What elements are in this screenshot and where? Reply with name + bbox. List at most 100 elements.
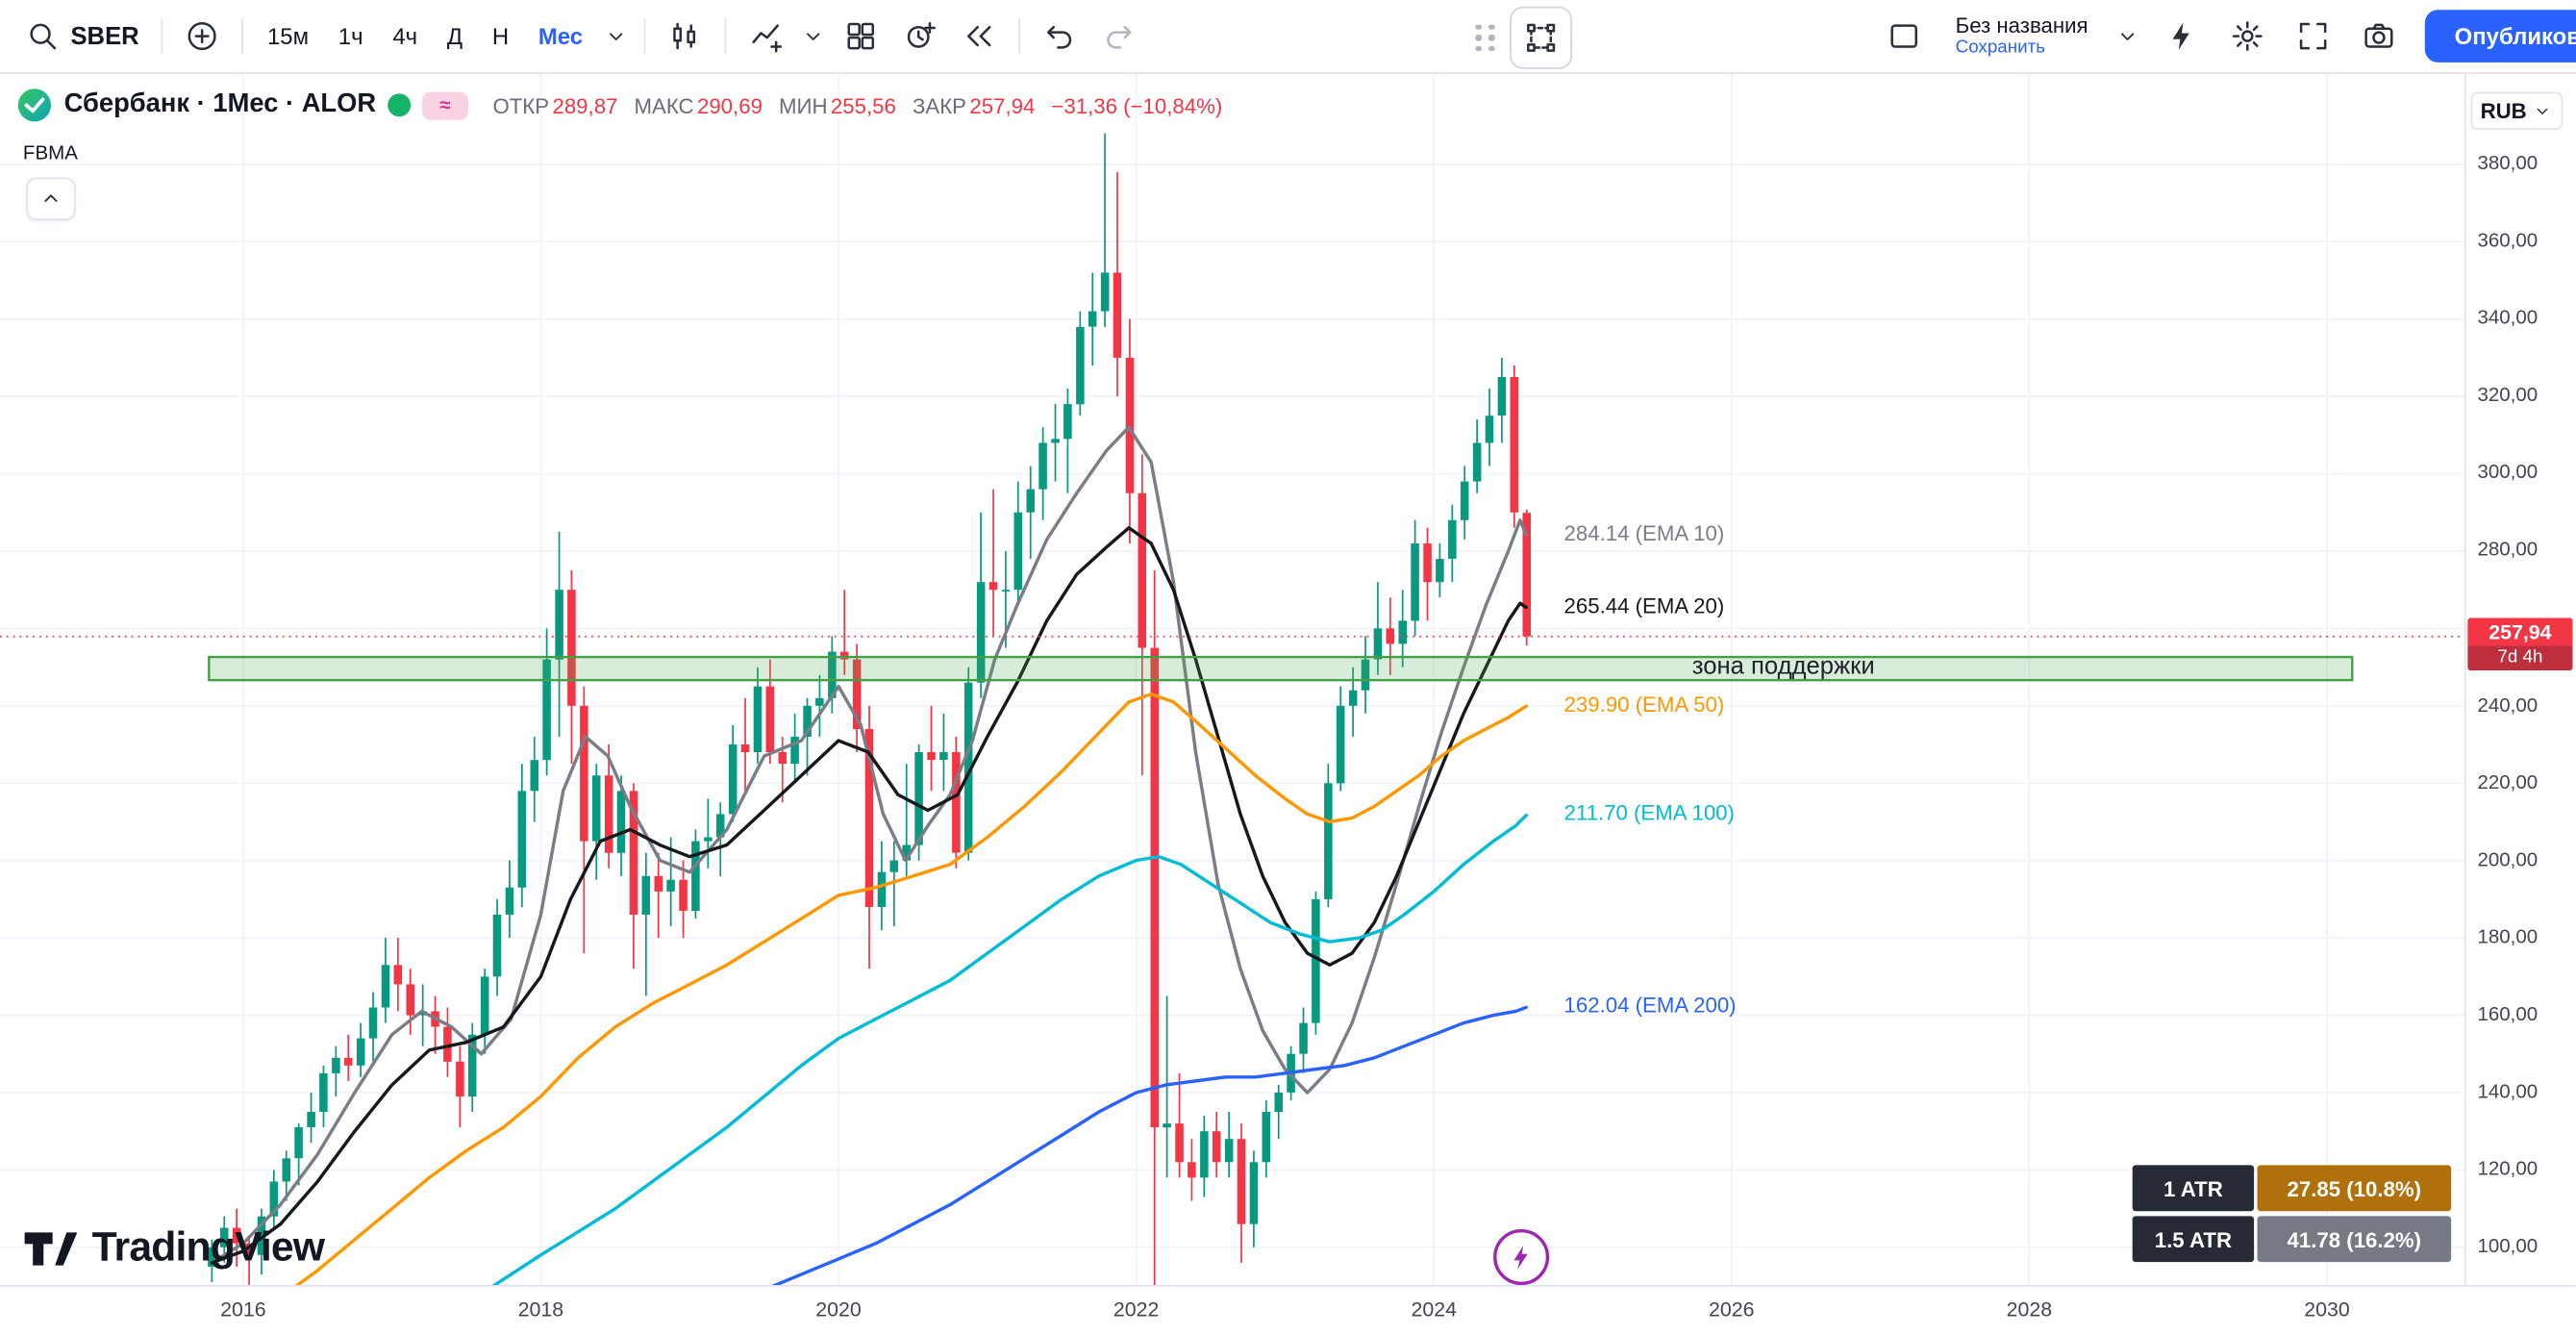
atr-row-label: 1.5 ATR: [2132, 1216, 2255, 1263]
interval-Мес[interactable]: Мес: [523, 7, 597, 66]
market-status-icon[interactable]: [388, 93, 412, 117]
selection-tool-icon: [1527, 23, 1556, 52]
price-chart[interactable]: [0, 72, 2464, 1286]
candlestick-style-icon: [672, 22, 695, 50]
layout-grid-button[interactable]: [831, 7, 890, 66]
price-tick: 360,00: [2477, 228, 2538, 252]
last-price-tag: 257,94 7d 4h: [2467, 617, 2573, 671]
chevron-down-icon: [2537, 108, 2548, 114]
price-tick: 340,00: [2477, 306, 2538, 329]
price-axis[interactable]: 380,00360,00340,00320,00300,00280,00260,…: [2463, 72, 2576, 1286]
year-tick: 2030: [2304, 1297, 2350, 1322]
price-tick: 160,00: [2477, 1001, 2538, 1025]
layout-title-button[interactable]: Без названия Сохранить: [1945, 11, 2097, 62]
interval-15м[interactable]: 15м: [253, 7, 324, 66]
ema-10-line[interactable]: [210, 425, 1528, 1265]
price-tick: 100,00: [2477, 1234, 2538, 1258]
atr-row[interactable]: 1.5 ATR 41.78 (16.2%): [2132, 1216, 2452, 1263]
price-tick: 240,00: [2477, 693, 2538, 717]
price-tick: 120,00: [2477, 1156, 2538, 1180]
toolbar-divider: [724, 17, 726, 55]
search-icon: [30, 23, 57, 50]
grid-layout-icon: [847, 22, 874, 50]
chevron-down-icon: [806, 33, 819, 40]
alert-button[interactable]: [890, 7, 950, 66]
save-link[interactable]: Сохранить: [1955, 38, 2046, 59]
redo-icon: [1106, 25, 1132, 49]
camera-icon: [2364, 23, 2393, 48]
year-tick: 2022: [1113, 1297, 1160, 1322]
undo-button[interactable]: [1030, 7, 1089, 66]
low-value: 255,56: [830, 92, 896, 118]
close-label: ЗАКР: [912, 92, 966, 118]
publish-button[interactable]: Опубликовать: [2424, 10, 2576, 63]
symbol-header: Сбербанк · 1Мес · ALOR ≈ ОТКР 289,87 МАКС…: [16, 88, 1222, 124]
price-tick: 380,00: [2477, 151, 2538, 175]
atr-row[interactable]: 1 ATR 27.85 (10.8%): [2132, 1165, 2452, 1212]
price-tick: 320,00: [2477, 383, 2538, 407]
selection-tool-button[interactable]: [1510, 6, 1573, 69]
layout-manager-button[interactable]: [1875, 7, 1935, 66]
screenshot-button[interactable]: [2349, 7, 2409, 66]
chart-area[interactable]: 284.14 (EMA 10) 265.44 (EMA 20) 239.90 (EM…: [0, 72, 2464, 1286]
tradingview-logo-text: TradingView: [91, 1223, 325, 1270]
compare-add-button[interactable]: [172, 7, 232, 66]
toolbar-divider: [160, 17, 163, 55]
top-toolbar: SBER 15м 1ч 4ч Д Н Мес: [0, 0, 2576, 74]
indicators-button[interactable]: [736, 7, 795, 66]
support-zone[interactable]: [208, 655, 2354, 682]
price-tick: 300,00: [2477, 460, 2538, 484]
quick-search-button[interactable]: [2152, 7, 2212, 66]
ema-50-line[interactable]: [212, 692, 1528, 1286]
change-value: −31,36 (−10,84%): [1051, 92, 1223, 118]
indicators-menu-button[interactable]: [795, 7, 832, 66]
ema-20-line[interactable]: [210, 526, 1528, 1265]
time-axis[interactable]: 2016 2018 2020 2022 2024 2026 2028 2030: [0, 1285, 2576, 1335]
interval-menu-button[interactable]: [597, 7, 634, 66]
bar-replay-button[interactable]: [949, 7, 1009, 66]
ohlc-values: ОТКР 289,87 МАКС 290,69 МИН 255,56 ЗАКР 257,…: [492, 93, 1222, 118]
price-tick: 140,00: [2477, 1079, 2538, 1103]
tradingview-logo[interactable]: TradingView: [20, 1218, 325, 1277]
redo-button[interactable]: [1088, 7, 1148, 66]
lightning-badge[interactable]: [1493, 1228, 1550, 1286]
year-tick: 2028: [2006, 1297, 2053, 1322]
toolbar-divider: [643, 17, 646, 55]
close-value: 257,94: [969, 92, 1036, 118]
high-label: МАКС: [634, 92, 694, 118]
symbol-search-label: SBER: [70, 22, 139, 51]
symbol-title[interactable]: Сбербанк · 1Мес · ALOR: [63, 89, 377, 119]
chart-settings-button[interactable]: [2218, 7, 2278, 66]
collapse-pane-button[interactable]: [26, 177, 76, 220]
interval-1ч[interactable]: 1ч: [323, 7, 378, 66]
ema-200-line[interactable]: [675, 1005, 1528, 1286]
approx-data-badge[interactable]: ≈: [421, 90, 468, 119]
candles[interactable]: [208, 133, 1532, 1286]
interval-4ч[interactable]: 4ч: [378, 7, 433, 66]
year-tick: 2016: [220, 1297, 266, 1322]
chart-style-button[interactable]: [655, 7, 714, 66]
interval-Д[interactable]: Д: [432, 7, 477, 66]
currency-selector[interactable]: RUB: [2470, 91, 2563, 130]
year-tick: 2018: [517, 1297, 564, 1322]
year-tick: 2020: [815, 1297, 862, 1322]
layout-menu-button[interactable]: [2110, 7, 2146, 66]
bar-countdown: 7d 4h: [2467, 645, 2573, 671]
symbol-search-button[interactable]: SBER: [13, 7, 151, 66]
currency-label: RUB: [2480, 98, 2527, 124]
fullscreen-button[interactable]: [2284, 7, 2343, 66]
interval-group: 15м 1ч 4ч Д Н Мес: [253, 7, 598, 66]
indicators-icon: [751, 24, 782, 53]
drag-handle-icon[interactable]: [1475, 24, 1496, 52]
sberbank-logo-icon: [17, 88, 51, 122]
alert-clock-icon: [907, 22, 936, 48]
indicator-label[interactable]: FBMA: [22, 140, 78, 164]
interval-Н[interactable]: Н: [477, 7, 523, 66]
atr-table[interactable]: 1 ATR 27.85 (10.8%) 1.5 ATR 41.78 (16.2%): [2132, 1165, 2452, 1263]
atr-row-value: 41.78 (16.2%): [2257, 1216, 2452, 1263]
low-label: МИН: [779, 92, 828, 118]
price-tick: 220,00: [2477, 769, 2538, 793]
bar-replay-icon: [966, 25, 991, 47]
ema-100-line[interactable]: [452, 813, 1528, 1286]
